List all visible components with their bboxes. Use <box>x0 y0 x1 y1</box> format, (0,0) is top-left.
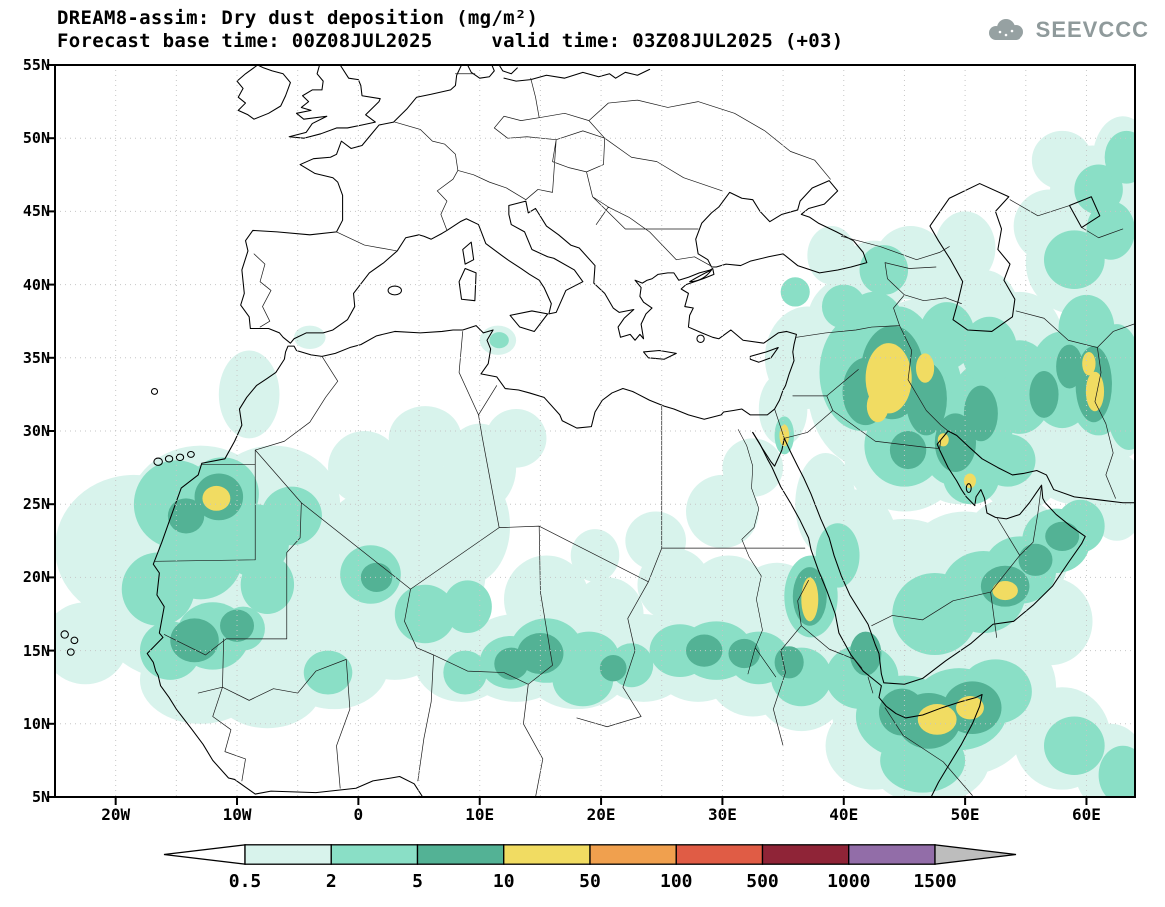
island-sicily <box>510 311 548 331</box>
map-canvas <box>55 65 1135 797</box>
colorbar-bar <box>163 844 1017 865</box>
colorbar-bin <box>416 844 505 865</box>
island-sardinia <box>459 268 476 300</box>
logo-text: SEEVCCC <box>1035 17 1149 42</box>
coastline-britain <box>289 65 380 138</box>
colorbar-bin <box>848 844 936 865</box>
colorbar-bin <box>503 844 591 865</box>
lon-tick-label: 10W <box>222 805 252 824</box>
chart-subtitle: Forecast base time: 00Z08JUL2025 valid t… <box>57 30 844 52</box>
lon-tick-label: 0 <box>353 805 364 824</box>
lat-tick-label: 20N <box>22 568 50 587</box>
lon-tick-label: 10E <box>465 805 495 824</box>
seevccc-logo: SEEVCCC <box>983 16 1149 44</box>
colorbar-level-label: 500 <box>746 871 779 892</box>
colorbar-bin <box>675 844 764 865</box>
cloud-logo-icon <box>988 19 1023 40</box>
lat-tick-label: 45N <box>22 202 50 221</box>
header: DREAM8-assim: Dry dust deposition (mg/m²… <box>57 7 844 53</box>
island-mallorca <box>388 286 401 295</box>
lat-tick-label: 5N <box>31 788 50 806</box>
colorbar-level-label: 100 <box>659 871 693 892</box>
lat-tick-label: 55N <box>22 56 50 74</box>
lon-tick-label: 60E <box>1072 805 1101 824</box>
coastline-denmark-baltic <box>468 65 650 81</box>
colorbar-below-arrow <box>163 844 246 865</box>
coastline-ireland <box>237 65 290 119</box>
chart-title: DREAM8-assim: Dry dust deposition (mg/m²… <box>57 7 539 29</box>
colorbar-bin <box>761 844 850 865</box>
colorbar-bin <box>244 844 332 865</box>
colorbar-level-label: 5 <box>412 871 423 892</box>
lat-tick-label: 25N <box>22 495 50 514</box>
lat-tick-label: 40N <box>22 275 50 294</box>
lon-tick-label: 20E <box>586 805 616 824</box>
colorbar-above-arrow <box>934 844 1017 865</box>
lat-tick-label: 15N <box>22 641 50 660</box>
lon-tick-label: 40E <box>829 805 859 824</box>
colorbar-level-label: 10 <box>492 871 515 892</box>
colorbar-bin <box>330 844 419 865</box>
lat-tick-label: 30N <box>22 422 50 440</box>
colorbar-level-label: 1000 <box>827 871 871 892</box>
colorbar-level-label: 2 <box>325 871 337 892</box>
island-madeira <box>151 389 157 395</box>
lat-tick-label: 35N <box>22 348 50 367</box>
lon-tick-label: 30E <box>707 805 737 824</box>
colorbar-level-label: 50 <box>579 871 601 892</box>
colorbar-level-label: 0.5 <box>228 871 262 892</box>
colorbar-bin <box>589 844 677 865</box>
island-corsica <box>463 242 474 264</box>
island-rhodes <box>697 335 704 342</box>
colorbar-level-label: 1500 <box>913 871 957 892</box>
lat-tick-label: 10N <box>22 714 50 733</box>
island-crete <box>644 350 677 359</box>
lat-tick-label: 50N <box>22 129 50 148</box>
lon-tick-label: 20W <box>101 805 131 824</box>
lon-tick-label: 50E <box>950 805 980 824</box>
